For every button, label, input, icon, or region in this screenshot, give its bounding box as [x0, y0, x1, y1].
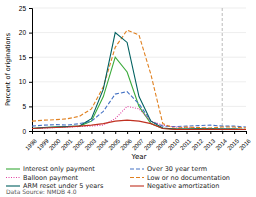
tick-mark	[234, 131, 235, 134]
axis-line	[29, 9, 33, 132]
tick-mark	[127, 131, 128, 134]
y-axis-title: Percent of originations	[4, 32, 12, 106]
tick-mark	[29, 131, 32, 132]
tick-mark	[29, 33, 32, 34]
tick-mark	[246, 131, 247, 134]
tick: 25	[19, 5, 32, 12]
tick-mark	[222, 131, 223, 134]
legend-label: Balloon payment	[23, 174, 79, 182]
grid-line	[32, 81, 246, 82]
tick-label: 10	[19, 78, 27, 85]
reference-line	[222, 8, 223, 131]
legend-item: Low or no documentation	[130, 174, 230, 182]
legend-label: Low or no documentation	[147, 174, 230, 182]
series-line	[32, 30, 246, 128]
legend-label: Over 30 year term	[147, 165, 207, 173]
tick-label: 2006	[119, 137, 133, 151]
tick-label: 2005	[107, 137, 121, 151]
tick-mark	[187, 131, 188, 134]
legend-swatch	[6, 168, 20, 169]
tick-label: 5	[22, 103, 26, 110]
x-axis-title: Year	[131, 153, 147, 161]
tick-label: 2016	[238, 137, 252, 151]
series-line	[32, 33, 246, 130]
tick-label: 2009	[155, 137, 169, 151]
series-line	[32, 106, 246, 129]
legend-item: Negative amortization	[130, 182, 219, 190]
tick-mark	[29, 8, 32, 9]
tick-mark	[44, 131, 45, 134]
grid-line	[32, 32, 246, 33]
tick-mark	[91, 131, 92, 134]
legend-label: Negative amortization	[147, 182, 219, 190]
legend-item: Balloon payment	[6, 174, 79, 182]
tick: 2010	[167, 131, 181, 152]
tick-label: 2007	[131, 137, 145, 151]
axis-line	[33, 132, 247, 135]
tick-label: 2000	[48, 137, 62, 151]
tick-label: 2011	[179, 137, 193, 151]
legend-swatch	[6, 177, 20, 178]
series-line	[32, 120, 246, 129]
tick-label: 2003	[84, 137, 98, 151]
tick: 15	[19, 54, 32, 61]
tick-mark	[151, 131, 152, 134]
grid-line	[32, 8, 246, 9]
legend-item: Interest only payment	[6, 165, 95, 173]
tick-mark	[115, 131, 116, 134]
legend-swatch	[130, 168, 144, 169]
grid-line	[32, 57, 246, 58]
legend-swatch	[130, 177, 144, 178]
tick-mark	[29, 57, 32, 58]
tick-label: 2013	[203, 137, 217, 151]
tick-label: 1998	[24, 137, 38, 151]
annotation: Data Source: NMDB 4.0	[6, 188, 77, 195]
legend: Interest only payment Over 30 year term Ba…	[6, 165, 230, 190]
tick: 2016	[238, 131, 252, 152]
tick-label: 2008	[143, 137, 157, 151]
grid	[32, 8, 246, 131]
tick: 10	[19, 78, 32, 85]
tick-label: 2014	[214, 137, 228, 151]
tick-label: 0	[22, 128, 26, 135]
tick-mark	[103, 131, 104, 134]
tick-mark	[210, 131, 211, 134]
legend-item: Over 30 year term	[130, 165, 207, 173]
x-axis: 1998199920002001200220032004200520062007…	[24, 131, 252, 152]
tick: 0	[22, 128, 32, 135]
tick-label: 2002	[72, 137, 86, 151]
y-axis: 0 5 10 15 20 25	[19, 5, 33, 135]
marks	[32, 8, 246, 131]
tick-label: 15	[19, 54, 27, 61]
tick: 20	[19, 29, 32, 36]
tick-mark	[29, 82, 32, 83]
legend-swatch	[130, 185, 144, 186]
tick-mark	[198, 131, 199, 134]
tick-mark	[68, 131, 69, 134]
tick: 5	[22, 103, 32, 110]
tick-label: 2010	[167, 137, 181, 151]
tick-label: 20	[19, 29, 27, 36]
tick-mark	[139, 131, 140, 134]
tick-label: 1999	[36, 137, 50, 151]
plot-area: 1998199920002001200220032004200520062007…	[4, 5, 252, 161]
tick-mark	[163, 131, 164, 134]
tick-mark	[29, 106, 32, 107]
tick-label: 2015	[226, 137, 240, 151]
chart: 1998199920002001200220032004200520062007…	[0, 0, 256, 197]
tick-label: 2012	[191, 137, 205, 151]
tick-label: 2004	[96, 137, 110, 151]
legend-label: Interest only payment	[23, 165, 95, 173]
tick-label: 25	[19, 5, 27, 12]
tick-mark	[80, 131, 81, 134]
tick-mark	[56, 131, 57, 134]
tick-label: 2001	[60, 137, 74, 151]
legend-swatch	[6, 185, 20, 186]
tick-mark	[175, 131, 176, 134]
